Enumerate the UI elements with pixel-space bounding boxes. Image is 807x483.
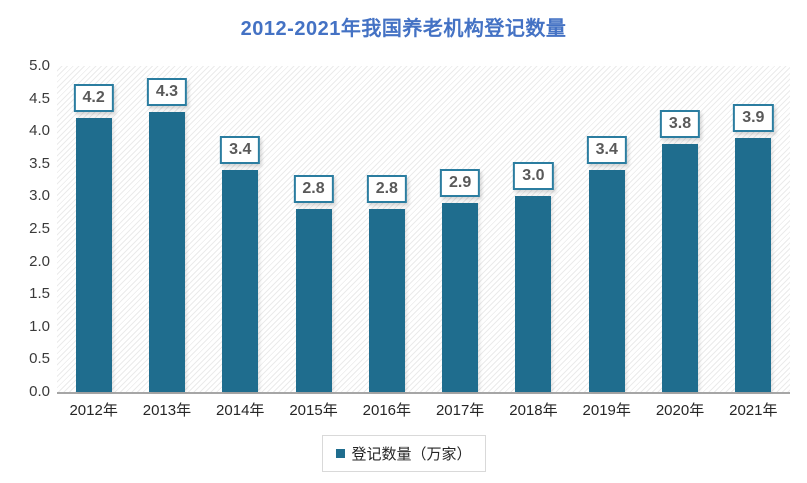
plot-area: 4.2 4.3 3.4 2.8 2.8 2.9 3.0 3.4 3.8 3.9 (57, 66, 790, 394)
y-tick-label: 0.0 (29, 383, 50, 400)
bar (75, 118, 112, 392)
bar-slot: 3.0 (497, 66, 570, 392)
x-tick-label: 2015年 (289, 402, 338, 419)
x-tick-label: 2017年 (435, 402, 485, 419)
bar (148, 112, 185, 392)
y-tick-label: 3.5 (29, 154, 50, 172)
bar-value-label: 4.3 (146, 78, 188, 106)
x-tick-label: 2019年 (582, 402, 631, 419)
y-tick-label: 4.5 (29, 89, 50, 107)
bar-value-label: 3.9 (733, 104, 774, 132)
legend-label: 登记数量（万家） (351, 446, 472, 463)
x-tick-label: 2020年 (655, 402, 705, 419)
bar-slot: 4.2 (57, 66, 130, 392)
bar-value-label: 3.4 (586, 136, 627, 164)
bar (662, 144, 699, 392)
bar-value-label: 3.0 (513, 162, 554, 190)
x-tick-label: 2018年 (509, 402, 558, 419)
x-axis: 2012年 2013年 2014年 2015年 2016年 2017年 2018年 2019年… (57, 399, 790, 420)
bar-slot: 2.8 (350, 66, 423, 392)
bar-slot: 4.3 (130, 66, 203, 392)
y-tick-label: 5.0 (29, 57, 50, 74)
bar-value-label: 3.8 (659, 110, 701, 138)
y-tick-label: 1.0 (29, 317, 50, 335)
x-tick-label: 2016年 (362, 402, 412, 419)
x-tick-label: 2013年 (142, 402, 192, 419)
bar-slot: 3.8 (643, 66, 716, 392)
bar-slot: 3.4 (570, 66, 643, 392)
y-tick-label: 3.0 (29, 187, 50, 205)
legend-swatch-icon (335, 449, 345, 458)
bar (442, 203, 479, 392)
bar-slot: 2.8 (277, 66, 350, 392)
bars-row: 4.2 4.3 3.4 2.8 2.8 2.9 3.0 3.4 3.8 3.9 (57, 66, 790, 392)
bar-value-label: 2.8 (366, 175, 407, 203)
x-tick-label: 2012年 (69, 402, 118, 419)
y-tick-label: 2.0 (29, 252, 50, 270)
bar (222, 170, 259, 392)
bar-value-label: 4.2 (73, 84, 114, 112)
bar (735, 138, 772, 392)
x-tick-label: 2021年 (729, 402, 778, 419)
legend: 登记数量（万家） (321, 435, 486, 472)
bar-value-label: 3.4 (220, 136, 261, 164)
y-tick-label: 1.5 (29, 285, 50, 303)
x-tick-label: 2014年 (216, 402, 265, 419)
bar (295, 209, 332, 392)
bar-value-label: 2.8 (293, 175, 334, 203)
y-tick-label: 0.5 (29, 350, 50, 368)
bar-slot: 3.4 (204, 66, 277, 392)
bar (588, 170, 625, 392)
bar (368, 209, 405, 392)
y-tick-label: 2.5 (29, 220, 50, 237)
chart-title: 2012-2021年我国养老机构登记数量 (240, 18, 567, 40)
bar-slot: 2.9 (423, 66, 496, 392)
bar-value-label: 2.9 (440, 169, 481, 197)
y-tick-label: 4.0 (29, 122, 50, 140)
bar (515, 196, 552, 392)
bar-slot: 3.9 (717, 66, 790, 392)
